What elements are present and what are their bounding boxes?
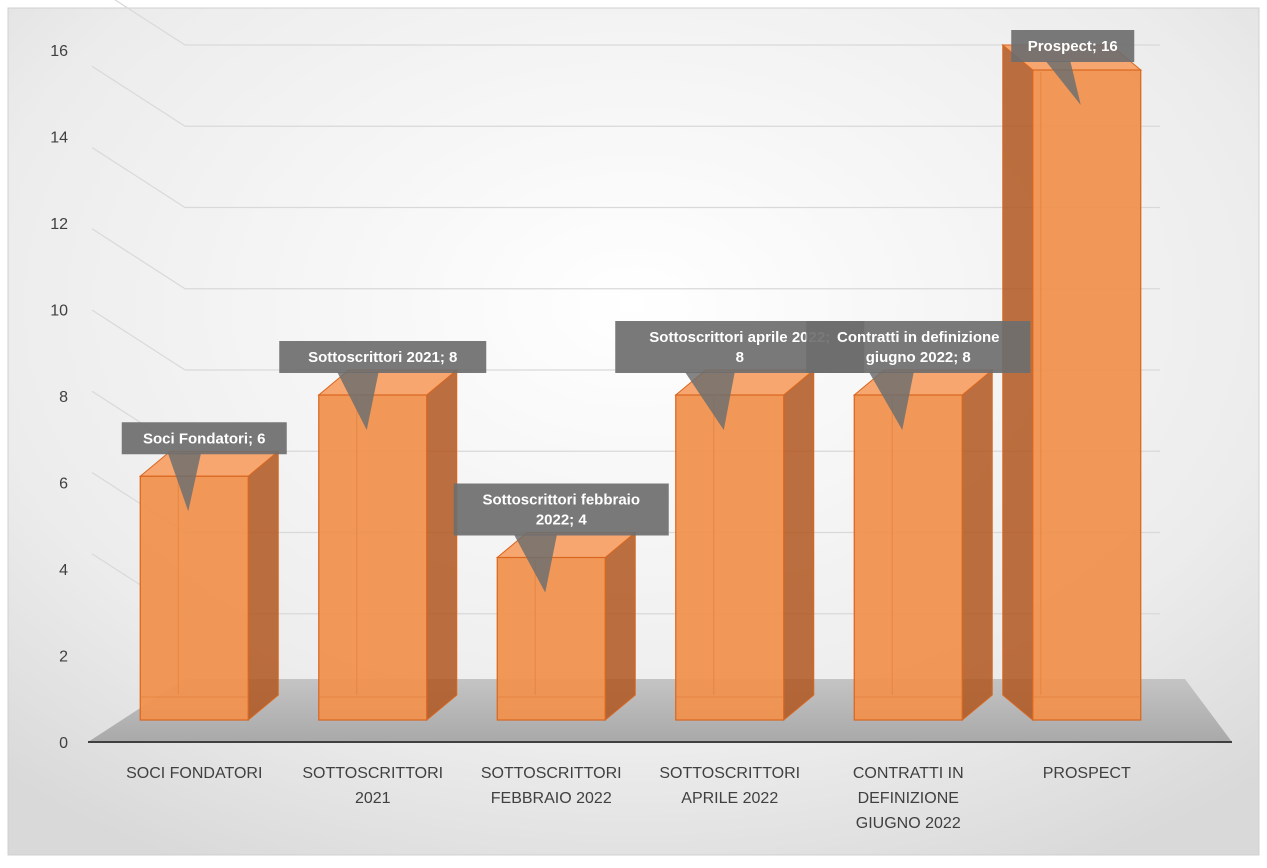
x-tick-label: SOCI FONDATORI (126, 765, 262, 782)
y-tick-label: 0 (59, 735, 68, 752)
gridline-side (91, 65, 186, 127)
data-label-pointer (684, 372, 735, 430)
bar-front-face (496, 556, 606, 721)
x-tick-label: PROSPECT (1043, 765, 1131, 782)
bar-side-face (783, 368, 815, 722)
bar-side-face (961, 368, 993, 722)
data-label-text: Prospect; 16 (1028, 38, 1118, 55)
bar-front-face (853, 394, 963, 721)
data-label-pointer (1045, 61, 1081, 105)
y-tick-label: 8 (59, 389, 68, 406)
data-label-text: Contratti in definizione giugno 2022; 8 (837, 329, 1000, 366)
bar (1001, 43, 1143, 722)
data-label: Contratti in definizione giugno 2022; 8 (806, 321, 1031, 430)
gridline-side (114, 0, 186, 46)
y-tick-label: 4 (59, 562, 68, 579)
data-label: Prospect; 16 (1011, 30, 1135, 105)
data-label-text: Sottoscrittori febbraio 2022; 4 (482, 492, 640, 529)
data-label-pointer (167, 453, 201, 512)
data-label-pointer (337, 372, 379, 430)
data-label-box (121, 422, 287, 455)
y-tick-label: 10 (50, 303, 68, 320)
bar (317, 368, 459, 722)
data-label: Sottoscrittori febbraio 2022; 4 (453, 483, 669, 593)
data-label-text: Sottoscrittori aprile 2022; 8 (649, 329, 830, 366)
x-tick-label: SOTTOSCRITTORI FEBBRAIO 2022 (481, 765, 622, 807)
data-label-pointer (513, 534, 557, 593)
gridline-side (91, 309, 186, 371)
bar-front-face (139, 475, 249, 721)
bar-side-face (1002, 43, 1034, 722)
data-label-box (453, 483, 669, 536)
bar (674, 368, 816, 722)
bar (138, 450, 280, 722)
gridline-side (91, 146, 186, 209)
gridline-side (91, 228, 186, 290)
y-tick-label: 16 (50, 43, 68, 60)
bar-front-face (318, 394, 428, 721)
bar (852, 368, 994, 722)
y-tick-label: 6 (59, 476, 68, 493)
bar-front-face (675, 394, 785, 721)
x-tick-label: SOTTOSCRITTORI 2021 (302, 765, 443, 807)
data-label-box (806, 321, 1031, 373)
bar-side-face (426, 368, 458, 722)
x-tick-label: CONTRATTI IN DEFINIZIONE GIUGNO 2022 (853, 765, 964, 832)
data-label-pointer (868, 372, 914, 430)
x-tick-label: SOTTOSCRITTORI APRILE 2022 (659, 765, 800, 807)
bar-front-face (1032, 69, 1142, 721)
y-tick-label: 12 (50, 216, 68, 233)
data-label: Soci Fondatori; 6 (121, 422, 287, 512)
y-tick-label: 14 (50, 130, 68, 147)
data-label: Sottoscrittori 2021; 8 (279, 341, 487, 430)
bar-side-face (247, 450, 279, 722)
data-label-box (1011, 30, 1135, 62)
bar-side-face (604, 531, 636, 722)
data-label-text: Sottoscrittori 2021; 8 (308, 349, 457, 366)
data-label-text: Soci Fondatori; 6 (143, 430, 266, 447)
data-label-box (279, 341, 487, 373)
bar (495, 531, 637, 722)
y-tick-label: 2 (59, 649, 68, 666)
